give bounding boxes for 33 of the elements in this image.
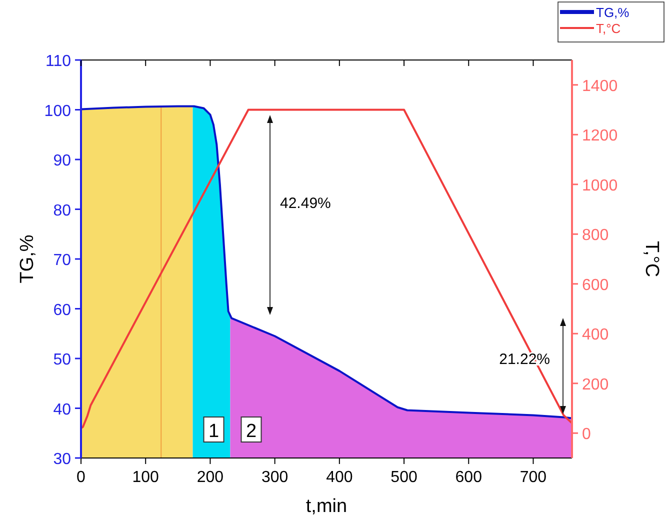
y-tick-label: 110 [45,53,72,70]
x-axis-title: t,min [306,496,348,517]
x-tick-label: 500 [390,469,418,486]
x-tick-label: 200 [196,469,224,486]
y2-tick-label: 1400 [582,78,618,95]
y-axis-title: TG,% [17,234,38,284]
band-label: 1 [208,421,220,442]
x-tick-label: 400 [326,469,353,486]
legend-label: TG,% [596,5,630,20]
annotation: 42.49% [280,195,331,212]
y2-tick-label: 1200 [582,128,618,145]
y2-tick-label: 600 [582,276,609,294]
x-tick-label: 700 [520,469,547,486]
y2-tick-label: 200 [582,376,609,394]
y-tick-label: 30 [53,451,72,468]
legend-label: T,°C [596,21,621,36]
x-tick-label: 100 [132,469,160,486]
band-label: 2 [246,421,257,442]
y-tick-label: 50 [53,352,72,368]
y-tick-label: 90 [53,152,72,170]
y-tick-label: 80 [53,202,72,220]
y-tick-label: 70 [53,252,72,269]
y-tick-label: 40 [53,401,72,418]
x-tick-label: 300 [261,469,288,486]
y-tick-label: 100 [44,102,72,120]
x-tick-label: 600 [455,469,482,486]
x-tick-label: 0 [76,469,86,486]
y2-tick-label: 400 [582,326,609,344]
y2-tick-label: 1000 [582,177,618,194]
y-tick-label: 60 [53,302,72,319]
y2-tick-label: 0 [582,426,591,444]
y2-axis-title: T,°C [641,240,662,278]
y2-tick-label: 800 [582,227,609,244]
